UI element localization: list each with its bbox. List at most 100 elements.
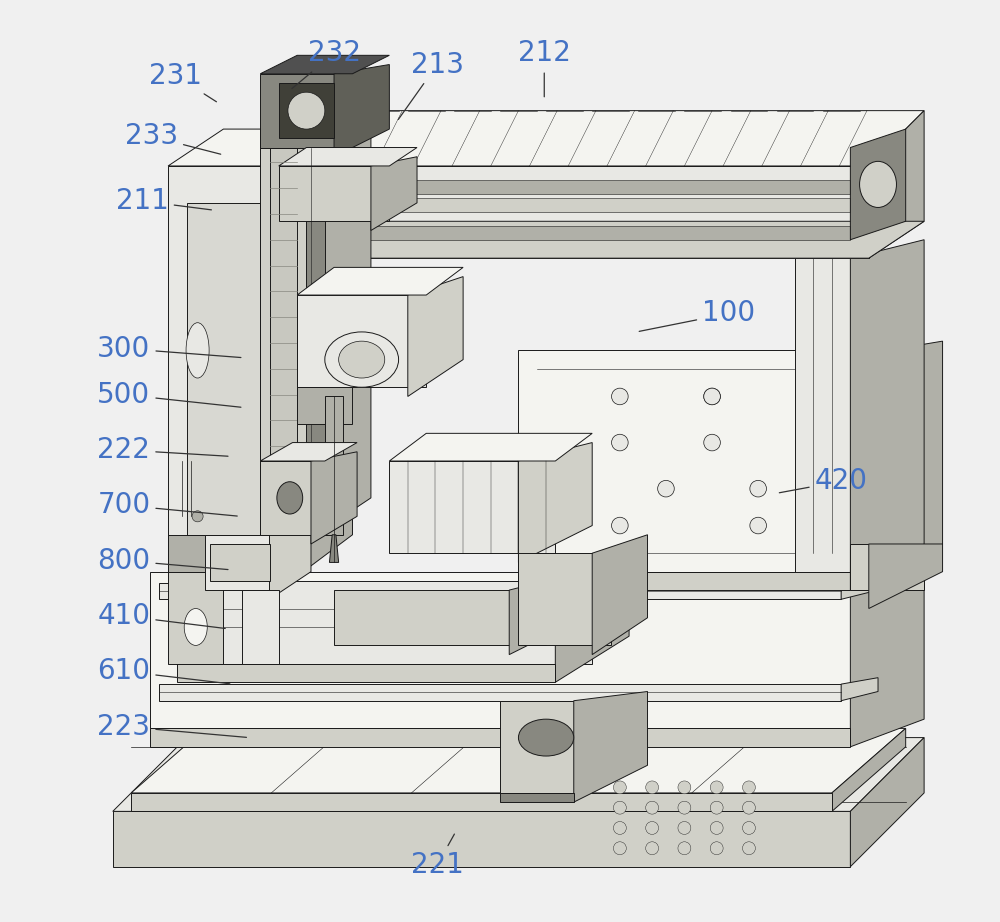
- Circle shape: [646, 842, 659, 855]
- Polygon shape: [187, 203, 260, 535]
- Polygon shape: [297, 198, 850, 212]
- Polygon shape: [850, 544, 924, 590]
- Polygon shape: [311, 452, 357, 544]
- Text: 410: 410: [97, 602, 225, 630]
- Circle shape: [710, 801, 723, 814]
- Circle shape: [612, 517, 628, 534]
- Polygon shape: [270, 526, 311, 599]
- Circle shape: [742, 842, 755, 855]
- Polygon shape: [329, 535, 339, 562]
- Polygon shape: [159, 583, 841, 599]
- Polygon shape: [210, 544, 270, 581]
- Polygon shape: [555, 562, 629, 682]
- Circle shape: [742, 822, 755, 834]
- Text: 221: 221: [411, 834, 464, 879]
- Polygon shape: [113, 811, 850, 867]
- Polygon shape: [279, 221, 924, 258]
- Text: 222: 222: [97, 436, 228, 464]
- Circle shape: [710, 842, 723, 855]
- Polygon shape: [113, 738, 924, 811]
- Polygon shape: [260, 129, 334, 535]
- Polygon shape: [150, 728, 850, 747]
- Circle shape: [704, 388, 720, 405]
- Circle shape: [750, 517, 766, 534]
- Polygon shape: [260, 443, 357, 461]
- Polygon shape: [168, 129, 352, 166]
- Circle shape: [658, 480, 674, 497]
- Polygon shape: [509, 572, 583, 655]
- Polygon shape: [518, 572, 887, 590]
- Text: 800: 800: [97, 547, 228, 574]
- Polygon shape: [168, 572, 223, 664]
- Polygon shape: [279, 148, 417, 166]
- Polygon shape: [316, 111, 371, 535]
- Polygon shape: [389, 461, 555, 553]
- Ellipse shape: [339, 341, 385, 378]
- Polygon shape: [334, 590, 546, 645]
- Polygon shape: [297, 180, 850, 194]
- Circle shape: [704, 434, 720, 451]
- Circle shape: [704, 388, 720, 405]
- Polygon shape: [334, 65, 389, 157]
- Polygon shape: [850, 738, 924, 867]
- Circle shape: [678, 842, 691, 855]
- Circle shape: [796, 434, 813, 451]
- Polygon shape: [518, 443, 592, 562]
- Polygon shape: [131, 793, 832, 811]
- Text: 213: 213: [398, 51, 464, 120]
- Text: 233: 233: [125, 123, 221, 154]
- Polygon shape: [297, 387, 352, 424]
- Polygon shape: [887, 341, 943, 590]
- Circle shape: [646, 801, 659, 814]
- Ellipse shape: [860, 161, 896, 207]
- Polygon shape: [592, 535, 648, 655]
- Circle shape: [678, 781, 691, 794]
- Polygon shape: [168, 535, 223, 572]
- Polygon shape: [279, 111, 924, 166]
- Polygon shape: [297, 295, 426, 387]
- Text: 420: 420: [779, 467, 868, 495]
- Polygon shape: [850, 240, 924, 590]
- Polygon shape: [850, 129, 906, 240]
- Polygon shape: [371, 157, 417, 230]
- Polygon shape: [270, 148, 297, 507]
- Circle shape: [710, 781, 723, 794]
- Circle shape: [613, 801, 626, 814]
- Circle shape: [842, 480, 859, 497]
- Polygon shape: [869, 544, 943, 609]
- Polygon shape: [500, 701, 592, 793]
- Ellipse shape: [184, 609, 207, 645]
- Ellipse shape: [325, 332, 399, 387]
- Polygon shape: [574, 692, 648, 802]
- Circle shape: [612, 388, 628, 405]
- Polygon shape: [260, 74, 352, 148]
- Circle shape: [750, 480, 766, 497]
- Polygon shape: [841, 576, 878, 599]
- Text: 231: 231: [149, 62, 216, 101]
- Circle shape: [613, 842, 626, 855]
- Polygon shape: [869, 111, 924, 258]
- Circle shape: [612, 434, 628, 451]
- Circle shape: [613, 781, 626, 794]
- Polygon shape: [832, 728, 906, 811]
- Text: 610: 610: [97, 657, 230, 685]
- Polygon shape: [297, 226, 850, 240]
- Circle shape: [678, 822, 691, 834]
- Text: 300: 300: [97, 335, 241, 362]
- Polygon shape: [279, 83, 334, 138]
- Polygon shape: [205, 535, 279, 590]
- Circle shape: [646, 781, 659, 794]
- Polygon shape: [841, 678, 878, 701]
- Polygon shape: [279, 166, 389, 221]
- Circle shape: [678, 801, 691, 814]
- Polygon shape: [306, 148, 325, 516]
- Ellipse shape: [186, 323, 209, 378]
- Text: 232: 232: [292, 40, 361, 89]
- Polygon shape: [795, 221, 906, 258]
- Polygon shape: [260, 111, 371, 129]
- Polygon shape: [150, 572, 887, 728]
- Polygon shape: [177, 581, 592, 664]
- Polygon shape: [159, 684, 841, 701]
- Polygon shape: [279, 166, 869, 258]
- Circle shape: [613, 822, 626, 834]
